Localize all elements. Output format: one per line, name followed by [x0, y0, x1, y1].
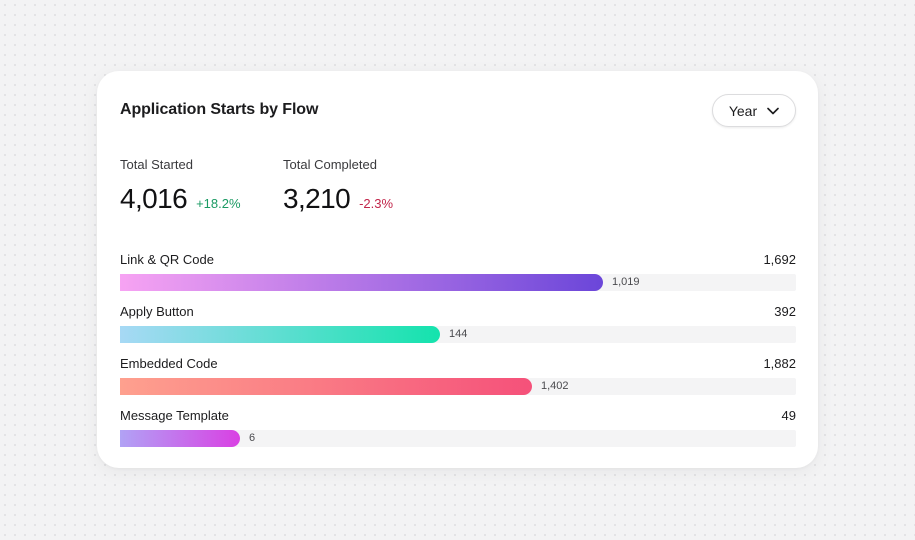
bar-row: Embedded Code 1,882 1,402	[120, 356, 796, 408]
bar-category-label: Message Template	[120, 408, 229, 423]
card-title: Application Starts by Flow	[120, 101, 319, 118]
bar-total-label: 392	[774, 304, 796, 319]
bar-value-label: 1,019	[612, 276, 640, 288]
bar-fill	[120, 378, 532, 395]
bar-category-label: Link & QR Code	[120, 252, 214, 267]
kpi-label: Total Completed	[283, 157, 377, 172]
bar-value-label: 6	[249, 432, 256, 444]
period-label: Year	[728, 102, 758, 119]
bar-row: Link & QR Code 1,692 1,019	[120, 252, 796, 304]
chevron-down-icon	[767, 107, 779, 115]
bar-fill	[120, 430, 240, 447]
bar-track: 6	[120, 430, 796, 447]
bar-track: 144	[120, 326, 796, 343]
bar-list: Link & QR Code 1,692 1,019 Apply Button 392 1…	[120, 252, 796, 460]
bar-fill	[120, 274, 603, 291]
kpi-change-badge: +18.2%	[196, 196, 241, 211]
kpi-total-completed: Total Completed 3,210 -2.3%	[283, 157, 393, 215]
kpi-label: Total Started	[120, 157, 193, 172]
bar-total-label: 49	[781, 408, 796, 423]
bar-total-label: 1,882	[763, 356, 796, 371]
bar-category-label: Apply Button	[120, 304, 194, 319]
bar-track: 1,019	[120, 274, 796, 291]
bar-value-label: 144	[449, 328, 468, 340]
bar-category-label: Embedded Code	[120, 356, 218, 371]
bar-row: Apply Button 392 144	[120, 304, 796, 356]
bar-value-label: 1,402	[541, 380, 569, 392]
period-dropdown[interactable]: Year	[712, 94, 796, 127]
bar-row: Message Template 49 6	[120, 408, 796, 460]
kpi-total-started: Total Started 4,016 +18.2%	[120, 157, 241, 215]
bar-total-label: 1,692	[763, 252, 796, 267]
bar-track: 1,402	[120, 378, 796, 395]
kpi-value: 3,210	[283, 183, 351, 214]
chart-card: Application Starts by Flow Year Total St…	[97, 71, 818, 468]
kpi-change-badge: -2.3%	[359, 196, 394, 211]
kpi-value: 4,016	[120, 183, 188, 214]
bar-fill	[120, 326, 440, 343]
